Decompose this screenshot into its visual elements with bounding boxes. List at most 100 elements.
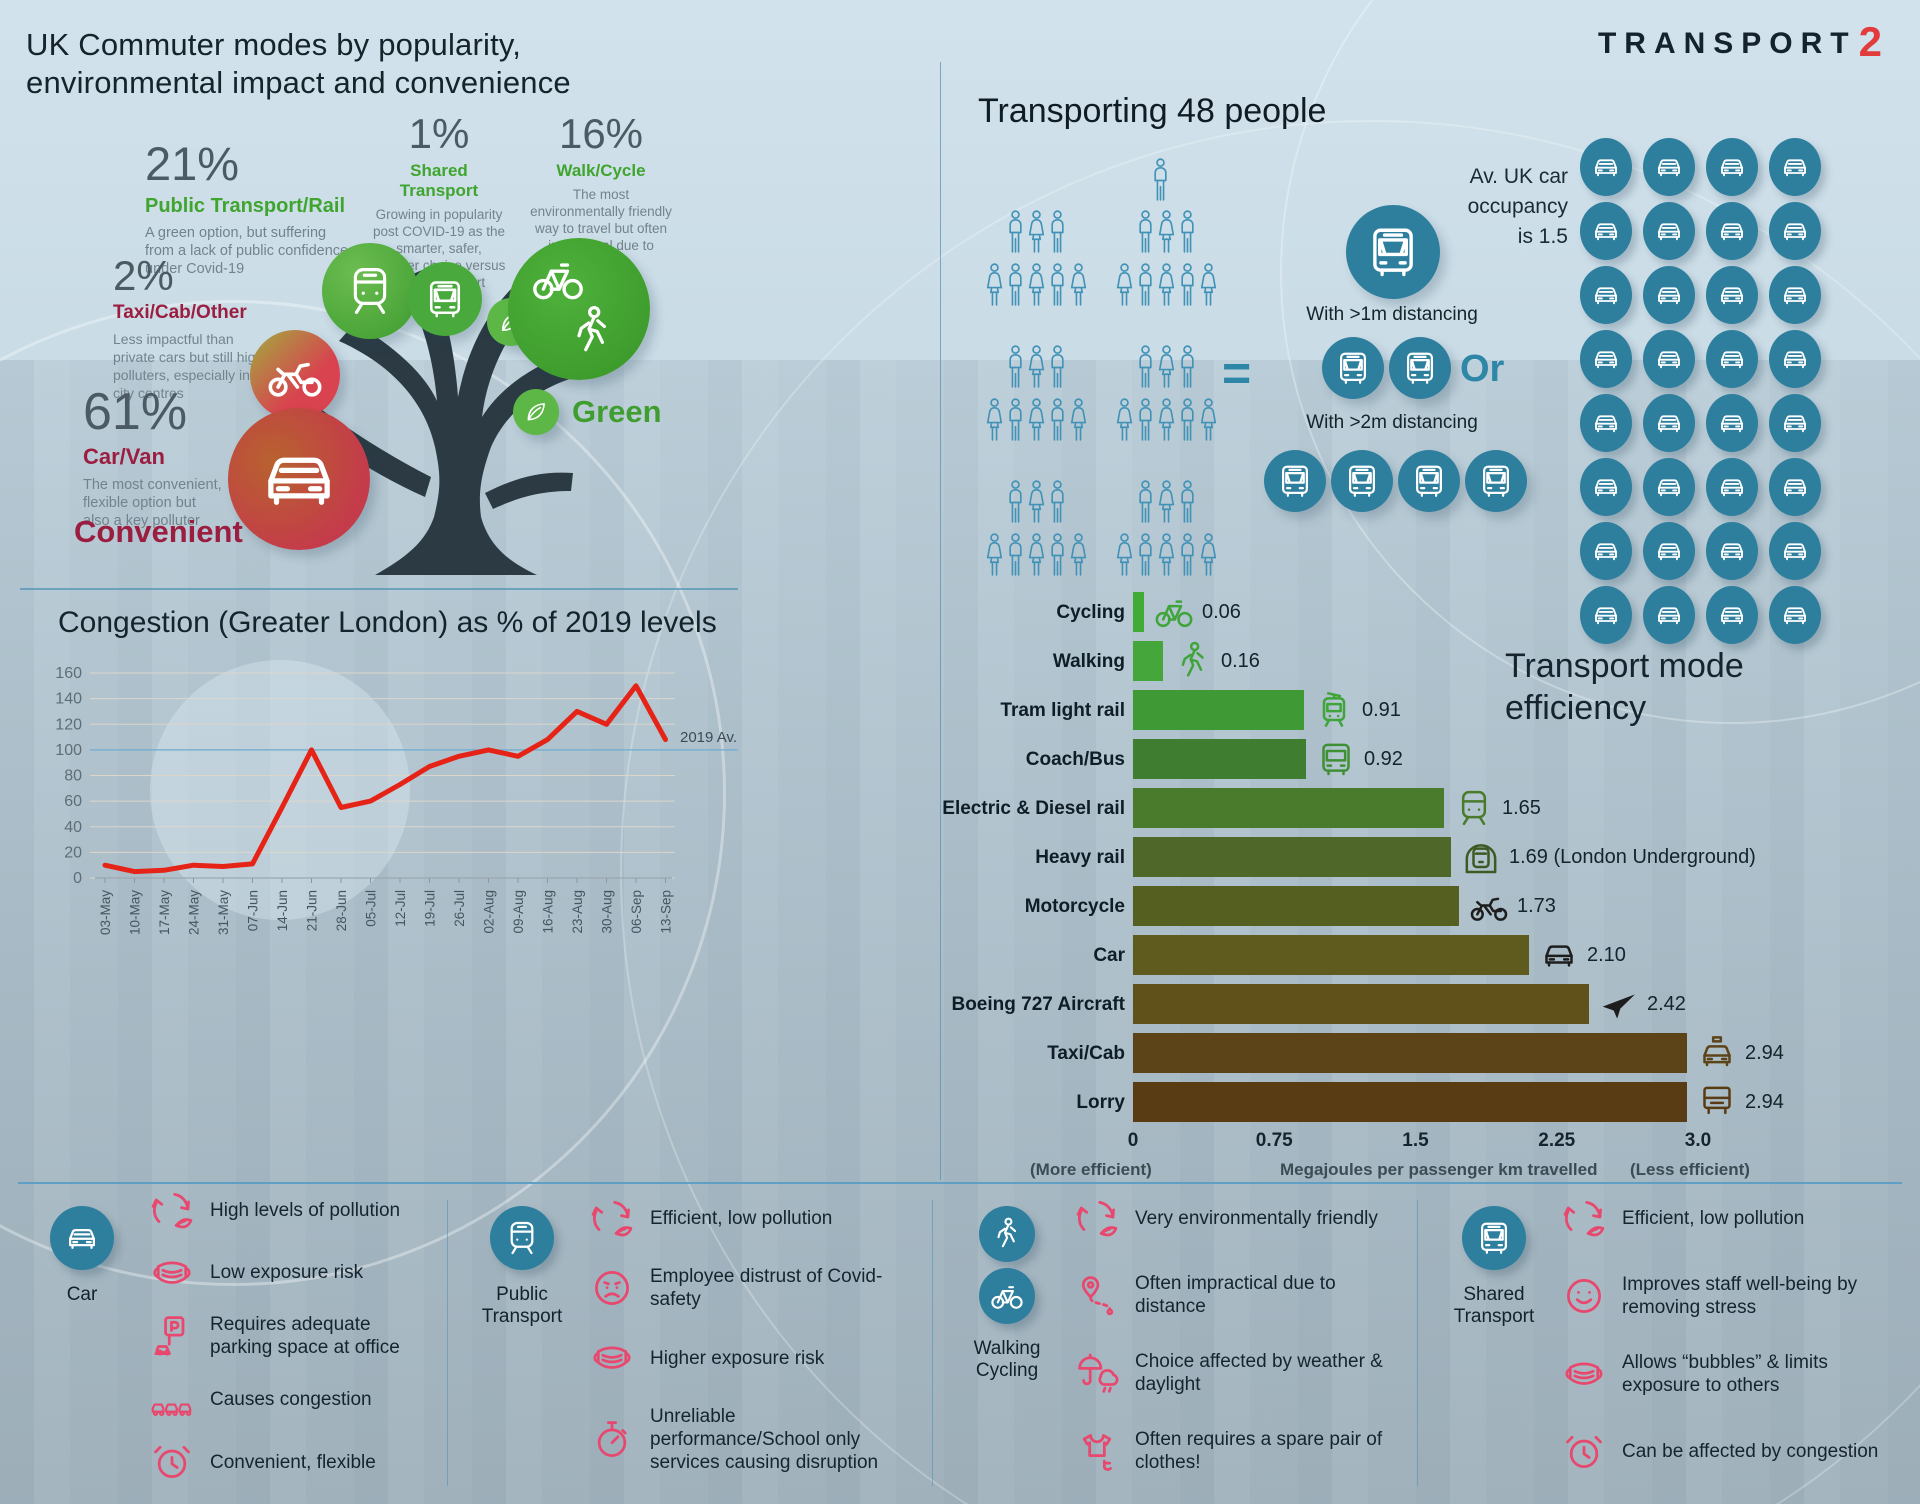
stat-label: Public Transport/Rail: [145, 195, 346, 217]
stat-label: Taxi/Cab/Other: [113, 302, 247, 323]
mask-icon: [150, 1251, 194, 1295]
person-icon: [1135, 210, 1156, 260]
car-icon: [1716, 151, 1748, 183]
bus-icon: [1364, 223, 1422, 281]
efficiency-category-label: Coach/Bus: [1025, 749, 1125, 770]
mode-attribute-text: Unreliable performance/School only servi…: [650, 1406, 879, 1473]
bus-icon: [1477, 462, 1515, 500]
bus-icon: [423, 277, 467, 321]
person-icon: [1135, 263, 1156, 313]
car-pictogram: [1643, 522, 1695, 580]
plane-icon: [1599, 984, 1639, 1024]
car-pictogram: [1769, 394, 1821, 452]
train-icon: [343, 264, 397, 318]
people-row: [978, 533, 1094, 583]
svg-text:100: 100: [55, 742, 82, 759]
car-icon: [1716, 599, 1748, 631]
person-icon: [1156, 210, 1177, 260]
person-icon: [1026, 210, 1047, 260]
car-icon: [1716, 343, 1748, 375]
transporting-title: Transporting 48 people: [978, 92, 1327, 130]
clock-icon: [1562, 1430, 1606, 1474]
efficiency-value-label: 0.16: [1221, 650, 1260, 672]
equals-sign: =: [1222, 345, 1252, 401]
mode-attribute-item: Requires adequate parking space at offic…: [150, 1313, 438, 1359]
mode-attribute-item: Efficient, low pollution: [590, 1196, 908, 1240]
person-icon: [1005, 345, 1026, 395]
car-icon: [1653, 599, 1685, 631]
car-pictogram: [1769, 138, 1821, 196]
efficiency-bar: [1133, 837, 1451, 877]
mode-column-label: Public Transport: [481, 1284, 563, 1327]
tram-icon: [1314, 690, 1354, 730]
stat-walk-cycle: 16% Walk/Cycle The most environmentally …: [528, 110, 674, 271]
bottom-column-divider: [932, 1200, 933, 1486]
distancing-1m-label: With >1m distancing: [1306, 304, 1478, 325]
car-pictogram: [1643, 394, 1695, 452]
motorcycle-icon: [266, 346, 324, 404]
efficiency-category-label: Taxi/Cab: [1047, 1043, 1125, 1064]
mode-attribute-text: Improves staff well-being by removing st…: [1622, 1273, 1858, 1318]
stat-desc: A green option, but suffering from a lac…: [145, 225, 349, 277]
car-icon: [1779, 151, 1811, 183]
efficiency-category-label: Boeing 727 Aircraft: [951, 994, 1125, 1015]
mode-attribute-text: Often impractical due to distance: [1135, 1273, 1336, 1317]
bus-circle: [1346, 205, 1440, 299]
person-icon: [1026, 480, 1047, 530]
people-row: [978, 345, 1094, 395]
person-icon: [1198, 533, 1219, 583]
taxi-icon: [1697, 1033, 1737, 1073]
efficiency-x-tick: 1.5: [1402, 1130, 1429, 1151]
mode-attribute-text: Choice affected by weather & daylight: [1135, 1351, 1383, 1395]
car-icon: [1590, 151, 1622, 183]
bus-icon: [1276, 462, 1314, 500]
people-row: [1108, 533, 1224, 583]
svg-text:10-May: 10-May: [128, 890, 143, 935]
bottom-column-divider: [1417, 1200, 1418, 1486]
car-icon: [1779, 279, 1811, 311]
stat-desc: The most convenient, flexible option but…: [83, 477, 222, 529]
efficiency-bar: [1133, 739, 1306, 779]
efficiency-category-label: Electric & Diesel rail: [942, 798, 1125, 819]
mode-attribute-text: Employee distrust of Covid-safety: [650, 1266, 883, 1310]
person-icon: [1177, 398, 1198, 448]
car-pictogram: [1706, 586, 1758, 644]
efficiency-bar-row: Cycling 0.06: [860, 592, 1870, 632]
underground-icon: [1461, 837, 1501, 877]
leaf-icon: [523, 399, 549, 425]
mode-column-items: Very environmentally friendly Often impra…: [1075, 1196, 1393, 1474]
occupancy-line: Av. UK car: [1469, 165, 1568, 188]
efficiency-bar-row: Walking 0.16: [860, 641, 1870, 681]
mode-column-label: Walking Cycling: [973, 1338, 1041, 1381]
bottom-column-divider: [447, 1200, 448, 1486]
bus-icon: [1343, 462, 1381, 500]
sad-face-icon: [590, 1266, 634, 1310]
person-icon: [1156, 533, 1177, 583]
svg-text:26-Jul: 26-Jul: [452, 890, 467, 927]
stat-taxi-cab: 2% Taxi/Cab/Other Less impactful than pr…: [113, 252, 273, 402]
car-pictogram: [1580, 586, 1632, 644]
mode-attribute-text: Requires adequate parking space at offic…: [210, 1314, 400, 1358]
mode-attribute-text: Very environmentally friendly: [1135, 1207, 1378, 1229]
page-title-line2: environmental impact and convenience: [26, 65, 571, 100]
person-icon: [1068, 263, 1089, 313]
person-icon: [1005, 398, 1026, 448]
car-icon: [1779, 343, 1811, 375]
efficiency-value-label: 2.10: [1587, 944, 1626, 966]
car-pictogram: [1706, 394, 1758, 452]
convenient-axis-label: Convenient: [74, 514, 243, 549]
efficiency-bar-row: Lorry 2.94: [860, 1082, 1870, 1122]
mode-circle: [490, 1206, 554, 1270]
people-row: [978, 398, 1094, 448]
axis-less-efficient-label: (Less efficient): [1630, 1160, 1750, 1179]
efficiency-category-label: Tram light rail: [1000, 700, 1125, 721]
efficiency-bar-row: Coach/Bus 0.92: [860, 739, 1870, 779]
logo-accent-2: 2: [1858, 18, 1882, 65]
svg-text:09-Aug: 09-Aug: [511, 890, 526, 934]
mode-column-car: Car High levels of pollution Low exposure …: [22, 1182, 442, 1504]
car-pictogram-grid: [1580, 138, 1825, 644]
efficiency-bar: [1133, 886, 1459, 926]
car-pictogram: [1769, 330, 1821, 388]
person-icon: [1198, 263, 1219, 313]
pedestrian-icon: [1173, 641, 1213, 681]
